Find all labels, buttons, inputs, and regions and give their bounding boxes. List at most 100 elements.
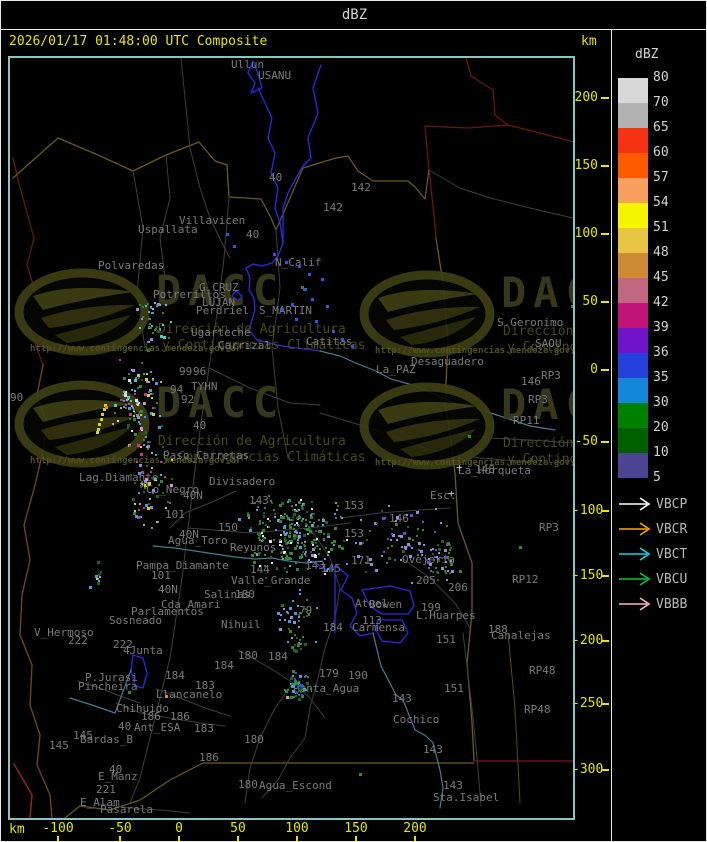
radar-echo: [305, 555, 307, 557]
radar-echo: [289, 607, 292, 610]
radar-echo: [430, 570, 432, 572]
radar-echo: [162, 446, 164, 448]
radar-echo: [409, 545, 411, 547]
radar-echo: [138, 509, 140, 511]
radar-echo: [152, 332, 154, 334]
radar-echo: [140, 427, 143, 430]
map-label: 188: [488, 623, 508, 636]
radar-echo: [133, 418, 136, 421]
radar-echo: [159, 328, 161, 330]
radar-echo: [137, 404, 139, 406]
radar-echo: [150, 393, 152, 395]
radar-echo: [308, 559, 310, 561]
radar-echo: [140, 410, 143, 413]
radar-echo: [286, 696, 289, 699]
radar-echo: [301, 542, 303, 544]
radar-echo: [437, 572, 439, 574]
radar-echo: [434, 531, 436, 533]
right-axis-tick-label: 50: [582, 294, 598, 309]
radar-echo: [293, 537, 296, 540]
radar-echo: [303, 534, 306, 537]
radar-echo: [119, 359, 121, 361]
map-label: 143: [305, 559, 325, 572]
radar-echo: [144, 393, 147, 396]
radar-echo: [400, 535, 403, 538]
radar-echo: [280, 308, 283, 311]
map-label: Perdriel: [196, 304, 249, 317]
radar-echo: [162, 324, 164, 326]
radar-echo: [359, 773, 362, 776]
radar-echo: [324, 573, 326, 575]
radar-echo: [105, 406, 108, 409]
radar-echo: [365, 571, 367, 573]
radar-echo: [387, 538, 389, 540]
radar-echo: [271, 562, 273, 564]
bottom-axis-tick-label: 100: [285, 821, 309, 836]
radar-echo: [299, 532, 301, 534]
radar-echo: [142, 316, 144, 318]
radar-echo: [276, 567, 278, 569]
radar-echo: [313, 539, 315, 541]
radar-echo: [427, 561, 430, 564]
radar-echo: [312, 544, 314, 546]
radar-echo: [459, 570, 462, 573]
map-label: 142: [351, 181, 371, 194]
radar-echo: [355, 542, 357, 544]
radar-echo: [331, 542, 333, 544]
radar-echo: [149, 323, 151, 325]
radar-echo: [325, 547, 327, 549]
map-label: +: [456, 461, 463, 474]
radar-echo: [129, 413, 132, 416]
radar-echo: [449, 572, 451, 574]
scale-color-block: [618, 278, 648, 303]
radar-echo: [250, 527, 252, 529]
map-label: 143: [443, 779, 463, 792]
radar-echo: [303, 288, 306, 291]
map-label: Chihuido: [116, 702, 169, 715]
radar-echo: [294, 510, 296, 512]
right-axis-tick: [601, 510, 609, 512]
radar-echo: [448, 559, 450, 561]
radar-echo: [304, 545, 306, 547]
radar-echo: [319, 548, 321, 550]
radar-echo: [444, 556, 447, 559]
map-label: 40: [118, 720, 132, 733]
radar-echo: [288, 628, 290, 630]
scale-color-block: [618, 328, 648, 353]
map-label: 186: [141, 710, 161, 723]
map-label: Catitas: [306, 335, 353, 348]
radar-echo: [398, 535, 400, 537]
radar-echo: [295, 318, 298, 321]
radar-echo: [449, 544, 451, 546]
radar-echo: [279, 628, 282, 631]
radar-echo: [299, 612, 301, 614]
scale-value-label: 51: [653, 220, 669, 235]
radar-echo: [394, 559, 396, 561]
radar-echo: [295, 530, 297, 532]
radar-echo: [145, 378, 148, 381]
radar-echo: [281, 551, 283, 553]
radar-echo: [150, 306, 152, 308]
radar-echo: [247, 512, 249, 514]
radar-echo: [436, 571, 438, 573]
radar-echo: [311, 532, 313, 534]
radar-echo: [290, 540, 293, 543]
radar-echo: [304, 608, 306, 610]
radar-echo: [134, 393, 136, 395]
radar-echo: [264, 507, 266, 509]
radar-echo: [308, 614, 310, 616]
scale-value-label: 10: [653, 445, 669, 460]
map-label: 183: [195, 679, 215, 692]
radar-echo: [150, 371, 152, 373]
map-label: La_PAZ: [376, 363, 416, 376]
radar-echo: [290, 696, 293, 699]
map-label: Canalejas: [491, 629, 551, 642]
map-label: 184: [268, 650, 288, 663]
radar-echo: [294, 678, 296, 680]
radar-echo: [127, 396, 130, 399]
radar-echo: [282, 558, 284, 560]
radar-echo: [428, 558, 430, 560]
radar-echo: [357, 555, 360, 558]
radar-echo: [418, 549, 420, 551]
radar-echo: [275, 529, 277, 531]
